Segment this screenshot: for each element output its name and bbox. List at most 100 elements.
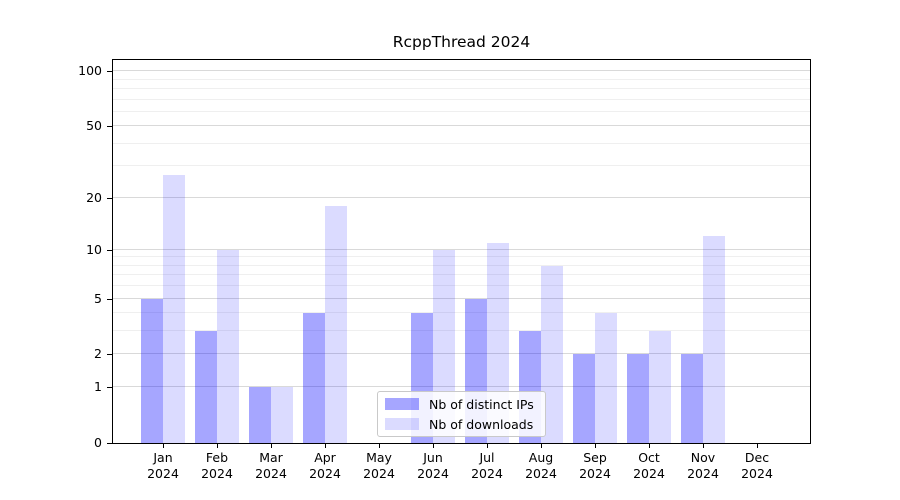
bar-distinct-ips — [249, 387, 271, 443]
minor-gridline — [113, 274, 810, 276]
minor-gridline — [113, 312, 810, 314]
x-tick-month: Oct — [638, 450, 660, 465]
bar-distinct-ips — [303, 313, 325, 443]
x-tick-month: Sep — [583, 450, 607, 465]
bar-downloads — [541, 265, 563, 443]
major-gridline — [113, 248, 810, 250]
x-tick-year: 2024 — [201, 466, 233, 481]
y-tick-label: 1 — [94, 379, 102, 395]
legend-swatch-distinct-ips — [385, 398, 419, 410]
y-tick-label: 10 — [86, 241, 102, 257]
y-tick-mark — [107, 443, 112, 444]
bar-downloads — [649, 331, 671, 443]
bar-distinct-ips — [141, 298, 163, 443]
y-tick-mark — [107, 197, 112, 199]
y-tick-mark — [107, 354, 112, 356]
x-tick-label: Sep 2024 — [563, 450, 627, 482]
legend-label-distinct-ips: Nb of distinct IPs — [429, 396, 534, 412]
legend-label-downloads: Nb of downloads — [429, 416, 534, 432]
x-tick-mark — [217, 444, 218, 448]
x-tick-month: Jul — [479, 450, 495, 465]
x-tick-year: 2024 — [417, 466, 449, 481]
y-tick-label: 100 — [78, 63, 102, 79]
x-tick-mark — [541, 444, 542, 448]
minor-gridline — [113, 87, 810, 89]
x-tick-mark — [325, 444, 326, 448]
bar-distinct-ips — [681, 354, 703, 443]
major-gridline — [113, 196, 810, 198]
x-tick-mark — [271, 444, 272, 448]
x-tick-month: Aug — [528, 450, 554, 465]
y-tick-label: 20 — [86, 189, 102, 205]
major-gridline — [113, 353, 810, 355]
major-gridline — [113, 125, 810, 127]
x-tick-year: 2024 — [471, 466, 503, 481]
x-tick-month: Jun — [423, 450, 443, 465]
x-tick-month: Nov — [690, 450, 716, 465]
minor-gridline — [113, 110, 810, 112]
x-tick-year: 2024 — [363, 466, 395, 481]
minor-gridline — [113, 285, 810, 287]
plot-area: Nb of distinct IPs Nb of downloads — [112, 59, 811, 444]
bar-downloads — [325, 205, 347, 443]
major-gridline — [113, 70, 810, 72]
x-tick-year: 2024 — [255, 466, 287, 481]
legend-item-distinct-ips: Nb of distinct IPs — [385, 396, 538, 413]
x-tick-year: 2024 — [525, 466, 557, 481]
x-tick-label: May 2024 — [347, 450, 411, 482]
minor-gridline — [113, 330, 810, 332]
x-tick-year: 2024 — [687, 466, 719, 481]
x-tick-label: Mar 2024 — [239, 450, 303, 482]
y-tick-label: 2 — [94, 346, 102, 362]
y-tick-mark — [107, 387, 112, 389]
minor-gridline — [113, 98, 810, 100]
x-tick-label: Feb 2024 — [185, 450, 249, 482]
x-tick-month: Jan — [153, 450, 173, 465]
x-tick-mark — [163, 444, 164, 448]
y-tick-mark — [107, 126, 112, 128]
bar-downloads — [703, 236, 725, 443]
major-gridline — [113, 386, 810, 388]
y-tick-mark — [107, 249, 112, 251]
y-tick-label: 0 — [94, 435, 102, 450]
x-tick-year: 2024 — [741, 466, 773, 481]
x-tick-year: 2024 — [147, 466, 179, 481]
bar-downloads — [163, 174, 185, 443]
y-tick-mark — [107, 298, 112, 300]
x-tick-mark — [433, 444, 434, 448]
legend-swatch-downloads — [385, 418, 419, 430]
x-tick-year: 2024 — [579, 466, 611, 481]
x-tick-month: Dec — [744, 450, 770, 465]
x-tick-year: 2024 — [633, 466, 665, 481]
x-tick-month: Apr — [314, 450, 336, 465]
x-tick-year: 2024 — [309, 466, 341, 481]
bar-distinct-ips — [627, 354, 649, 443]
minor-gridline — [113, 165, 810, 167]
x-tick-label: Jan 2024 — [131, 450, 195, 482]
x-tick-month: Mar — [259, 450, 283, 465]
y-tick-mark — [107, 71, 112, 73]
x-tick-label: Jun 2024 — [401, 450, 465, 482]
x-tick-mark — [595, 444, 596, 448]
minor-gridline — [113, 142, 810, 144]
x-tick-label: Nov 2024 — [671, 450, 735, 482]
x-tick-label: Apr 2024 — [293, 450, 357, 482]
minor-gridline — [113, 264, 810, 266]
chart-title: RcppThread 2024 — [392, 33, 531, 51]
gridlines-layer — [113, 60, 810, 443]
x-tick-label: Dec 2024 — [725, 450, 789, 482]
x-tick-month: Feb — [205, 450, 229, 465]
x-tick-label: Aug 2024 — [509, 450, 573, 482]
bar-downloads — [271, 387, 293, 443]
x-tick-mark — [487, 444, 488, 448]
y-tick-label: 50 — [86, 118, 102, 134]
major-gridline — [113, 297, 810, 299]
y-tick-label: 5 — [94, 290, 102, 306]
x-tick-label: Jul 2024 — [455, 450, 519, 482]
x-tick-mark — [703, 444, 704, 448]
x-tick-mark — [649, 444, 650, 448]
bar-downloads — [595, 313, 617, 443]
bar-distinct-ips — [195, 331, 217, 443]
